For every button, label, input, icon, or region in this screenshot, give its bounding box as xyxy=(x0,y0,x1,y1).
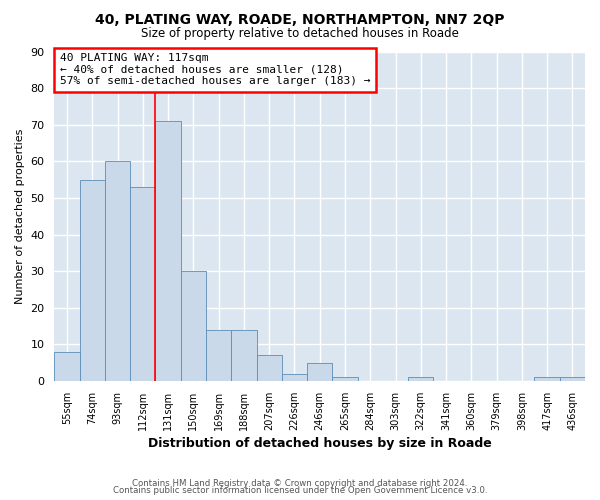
Text: Size of property relative to detached houses in Roade: Size of property relative to detached ho… xyxy=(141,28,459,40)
Bar xyxy=(80,180,105,381)
Bar xyxy=(408,378,433,381)
Text: Contains public sector information licensed under the Open Government Licence v3: Contains public sector information licen… xyxy=(113,486,487,495)
Text: 40, PLATING WAY, ROADE, NORTHAMPTON, NN7 2QP: 40, PLATING WAY, ROADE, NORTHAMPTON, NN7… xyxy=(95,12,505,26)
Bar xyxy=(206,330,231,381)
Y-axis label: Number of detached properties: Number of detached properties xyxy=(15,128,25,304)
X-axis label: Distribution of detached houses by size in Roade: Distribution of detached houses by size … xyxy=(148,437,491,450)
Bar xyxy=(105,162,130,381)
Bar xyxy=(282,374,307,381)
Bar xyxy=(55,352,80,381)
Bar xyxy=(332,378,358,381)
Bar xyxy=(181,271,206,381)
Text: 40 PLATING WAY: 117sqm
← 40% of detached houses are smaller (128)
57% of semi-de: 40 PLATING WAY: 117sqm ← 40% of detached… xyxy=(60,53,370,86)
Bar xyxy=(130,187,155,381)
Text: Contains HM Land Registry data © Crown copyright and database right 2024.: Contains HM Land Registry data © Crown c… xyxy=(132,478,468,488)
Bar xyxy=(257,356,282,381)
Bar xyxy=(560,378,585,381)
Bar xyxy=(231,330,257,381)
Bar xyxy=(155,121,181,381)
Bar xyxy=(535,378,560,381)
Bar xyxy=(307,362,332,381)
